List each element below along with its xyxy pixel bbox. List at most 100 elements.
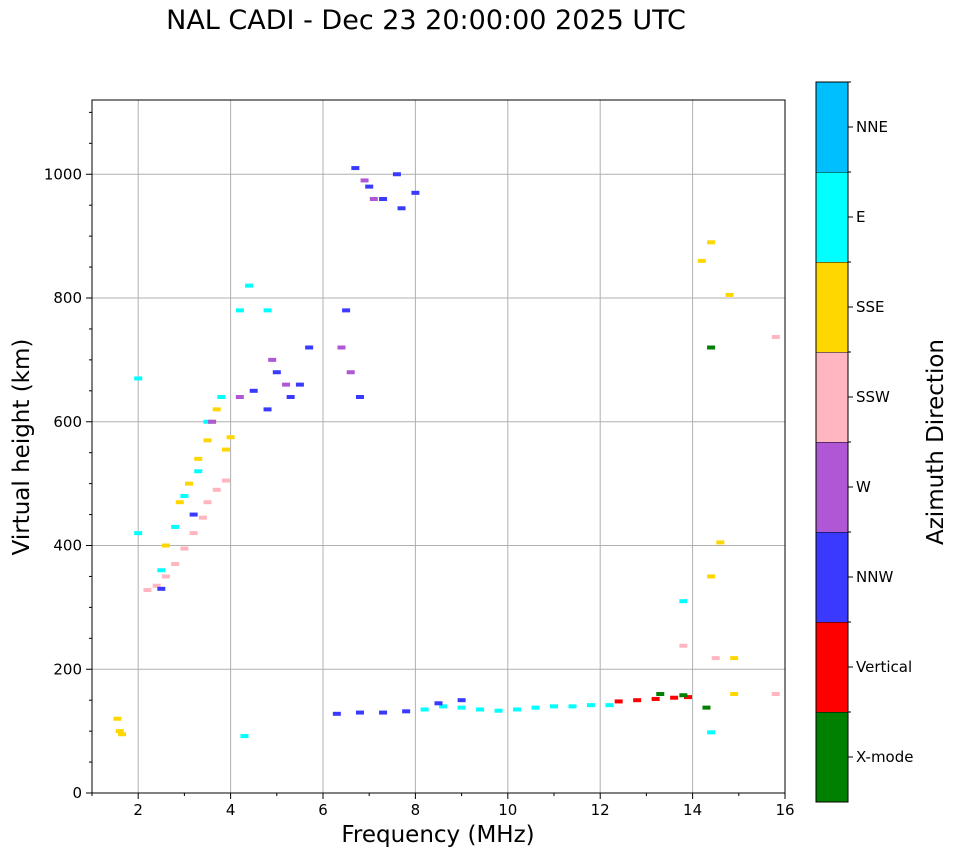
- data-point: [171, 562, 180, 567]
- data-point: [656, 692, 665, 696]
- data-point: [295, 382, 304, 387]
- data-point: [157, 586, 166, 591]
- data-point: [614, 699, 623, 704]
- y-tick-label: 0: [72, 784, 82, 802]
- data-point: [203, 500, 212, 505]
- grid: [92, 100, 786, 793]
- data-point: [434, 701, 443, 706]
- data-point: [249, 388, 258, 393]
- data-point: [203, 438, 212, 443]
- colorbar-tick-label: E: [856, 208, 865, 226]
- data-point: [226, 435, 235, 440]
- data-point: [651, 696, 660, 701]
- data-point: [397, 206, 406, 211]
- data-point: [194, 456, 203, 461]
- colorbar-segment: [816, 82, 848, 172]
- x-tick-label: 4: [226, 801, 236, 819]
- data-point: [180, 494, 189, 498]
- data-point: [355, 710, 364, 715]
- data-point: [212, 407, 221, 412]
- data-point: [771, 692, 780, 696]
- data-point: [217, 395, 226, 399]
- data-point: [268, 357, 277, 362]
- x-axis: 2 4 6 8 10 12 14 16: [91, 793, 795, 819]
- data-point: [711, 656, 720, 661]
- colorbar-label: Azimuth Direction: [923, 339, 949, 545]
- y-axis: 0 200 400 600 800 1000: [44, 111, 92, 802]
- y-tick-label: 1000: [44, 165, 82, 183]
- data-point: [513, 707, 522, 712]
- data-point: [392, 172, 401, 177]
- y-tick-label: 400: [53, 537, 82, 555]
- data-point: [365, 184, 374, 189]
- cluster: [707, 345, 716, 350]
- data-point: [550, 704, 558, 709]
- x-tick-label: 14: [683, 801, 702, 819]
- data-point: [457, 698, 466, 703]
- data-point: [115, 729, 124, 734]
- x-tick-label: 8: [411, 801, 421, 819]
- data-point: [175, 500, 184, 505]
- colorbar-segment: [816, 712, 848, 802]
- data-point: [194, 469, 203, 474]
- data-point: [189, 512, 198, 517]
- x-tick-label: 16: [775, 801, 794, 819]
- colorbar-tick-label: SSW: [856, 388, 890, 406]
- data-point: [240, 734, 249, 739]
- cluster: [134, 376, 716, 739]
- data-point: [771, 334, 780, 339]
- data-point: [134, 376, 143, 381]
- data-point: [134, 531, 143, 536]
- cluster: [143, 478, 230, 593]
- cluster: [208, 178, 378, 424]
- colorbar-tick-label: SSE: [856, 298, 885, 316]
- cluster: [420, 703, 614, 713]
- data-point: [161, 574, 170, 579]
- x-tick-label: 10: [498, 801, 517, 819]
- colorbar-segment: [816, 172, 848, 262]
- data-point: [180, 546, 189, 551]
- data-point: [702, 705, 711, 710]
- data-point: [171, 524, 180, 529]
- data-point: [679, 599, 688, 604]
- data-point: [494, 708, 503, 713]
- colorbar-segment: [816, 532, 848, 622]
- colorbar-segment: [816, 262, 848, 352]
- data-point: [212, 487, 221, 492]
- data-point: [730, 656, 739, 661]
- data-point: [633, 698, 642, 703]
- colorbar-tick-label: NNW: [856, 568, 893, 586]
- data-point: [730, 692, 739, 696]
- data-point: [586, 703, 595, 708]
- data-point: [476, 707, 485, 712]
- data-point: [707, 730, 716, 735]
- data-point: [189, 531, 198, 536]
- data-point: [568, 704, 577, 709]
- data-point: [531, 705, 540, 710]
- data-point: [679, 693, 688, 698]
- data-point: [670, 695, 679, 700]
- y-tick-label: 200: [53, 660, 82, 678]
- data-point: [332, 711, 341, 716]
- data-point: [605, 703, 614, 708]
- x-tick-label: 6: [318, 801, 328, 819]
- data-point: [355, 395, 364, 399]
- data-point: [152, 583, 161, 588]
- data-point: [208, 419, 217, 424]
- data-point: [351, 166, 360, 171]
- data-point: [379, 710, 388, 715]
- data-point: [286, 395, 295, 399]
- data-point: [379, 197, 388, 201]
- data-point: [707, 574, 716, 579]
- colorbar-frame: [815, 81, 849, 803]
- data-point: [157, 568, 166, 573]
- cluster: [614, 695, 692, 704]
- data-point: [716, 540, 725, 545]
- colorbar-tick-label: W: [856, 478, 871, 496]
- data-point: [113, 716, 122, 721]
- data-point: [198, 515, 207, 520]
- data-point: [203, 419, 212, 424]
- y-tick-label: 600: [53, 413, 82, 431]
- data-points: [113, 166, 780, 739]
